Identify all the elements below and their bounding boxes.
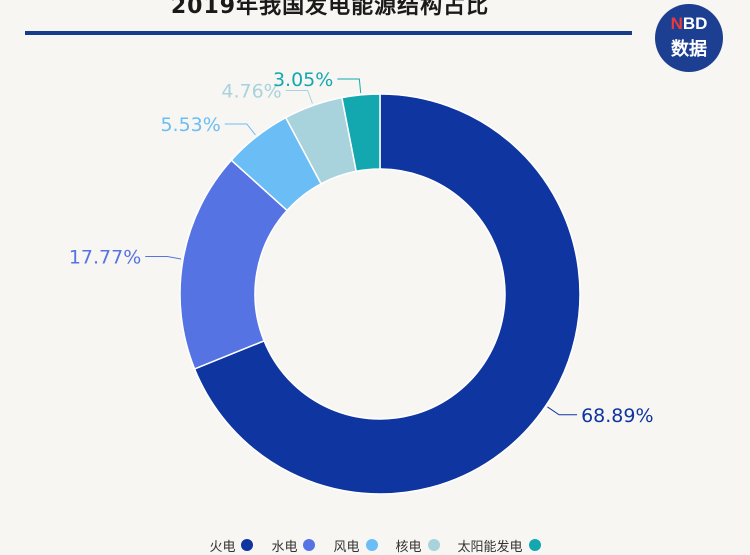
percent-label-2: 5.53%	[160, 114, 220, 136]
legend-item-1: 水电	[271, 536, 316, 555]
legend-label-2: 风电	[333, 539, 360, 555]
percent-label-3: 4.76%	[221, 80, 281, 102]
legend-item-3: 核电	[396, 536, 440, 555]
label-leader-lines	[145, 78, 578, 416]
slice-4	[341, 93, 381, 173]
chart-legend: 火电 水电 风电 核电 太阳能发电	[0, 535, 750, 555]
legend-item-0: 火电	[209, 536, 254, 555]
percent-label-4: 3.05%	[273, 69, 333, 91]
legend-item-2: 风电	[333, 536, 378, 555]
logo-letter-n: N	[670, 14, 683, 33]
nbd-logo: NBD 数据	[655, 4, 723, 72]
slice-0	[193, 93, 581, 495]
leader-line-2	[224, 123, 256, 136]
logo-text-top: NBD	[655, 14, 723, 34]
leader-line-4	[337, 78, 362, 93]
donut-chart: 68.89% 17.77% 5.53%4.76%3.05%	[69, 69, 654, 495]
legend-label-4: 太阳能发电	[457, 539, 523, 555]
legend-label-1: 水电	[271, 539, 298, 555]
legend-swatch-4	[528, 539, 541, 551]
percent-label-0: 68.89%	[581, 405, 653, 427]
percent-labels: 68.89% 17.77% 5.53%4.76%3.05%	[69, 69, 654, 427]
legend-swatch-2	[365, 539, 378, 551]
legend-label-0: 火电	[209, 539, 236, 555]
percent-label-1: 17.77%	[69, 247, 141, 269]
logo-letters-bd: BD	[682, 14, 708, 33]
legend-swatch-3	[427, 539, 440, 551]
leader-line-1	[145, 256, 182, 260]
legend-item-4: 太阳能发电	[458, 536, 541, 555]
legend-label-3: 核电	[395, 539, 422, 555]
logo-text-bottom: 数据	[671, 39, 707, 59]
leader-line-3	[285, 89, 313, 104]
donut-slices	[179, 93, 581, 495]
legend-swatch-1	[303, 539, 316, 551]
legend-swatch-0	[241, 539, 254, 551]
leader-line-0	[547, 406, 578, 416]
chart-title: 2019年我国发电能源结构占比	[170, 0, 490, 19]
title-underline	[25, 31, 632, 35]
